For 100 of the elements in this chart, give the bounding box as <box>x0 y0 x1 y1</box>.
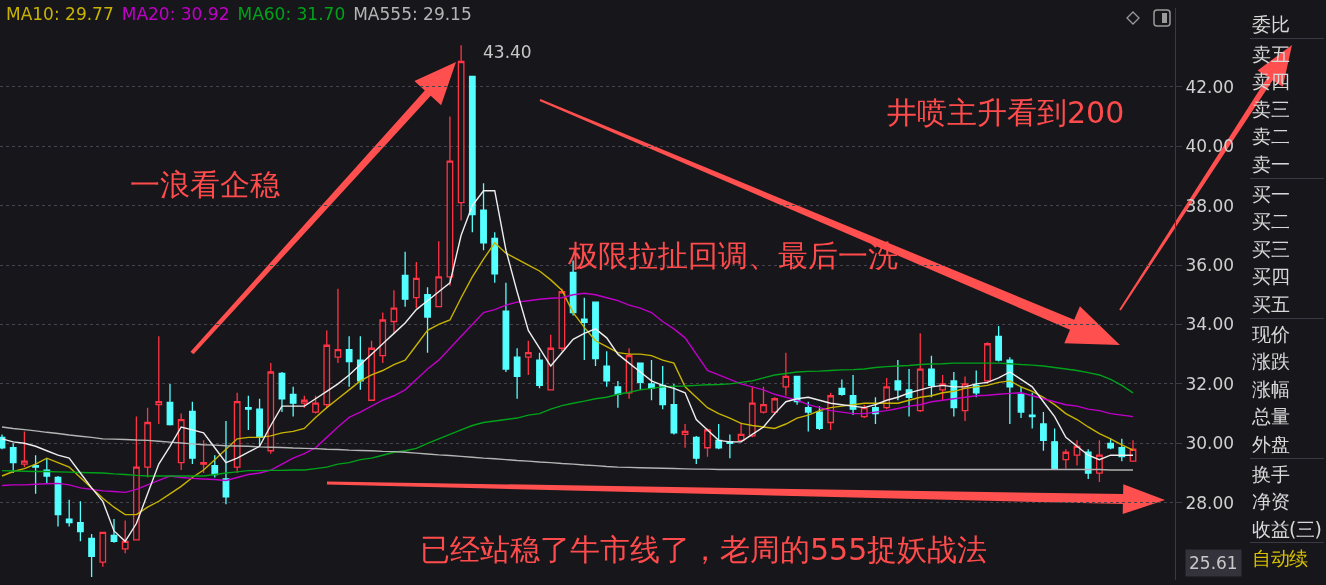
candlestick <box>939 374 947 401</box>
candlestick <box>278 371 286 413</box>
candlestick <box>289 386 297 418</box>
candlestick <box>715 423 723 450</box>
candlestick <box>760 386 767 415</box>
candlestick <box>21 430 28 468</box>
text: 卖一 <box>1252 152 1289 176</box>
candlestick <box>883 377 891 410</box>
candlestick <box>816 405 823 431</box>
candlestick <box>155 335 163 425</box>
y-tick-label: 32.00 <box>1185 373 1235 394</box>
y-tick-label: 30.00 <box>1185 433 1235 454</box>
candlestick <box>446 115 454 287</box>
text: 买五 <box>1252 292 1289 316</box>
candlestick <box>54 475 62 528</box>
text: MA10: 29.77 <box>6 4 114 24</box>
candlestick <box>435 240 443 308</box>
candlestick <box>222 420 230 505</box>
candlestick <box>737 421 745 443</box>
annotation: 一浪看企稳 <box>130 167 280 202</box>
candlestick <box>1062 448 1070 470</box>
text: 涨跌 <box>1252 349 1289 374</box>
candlestick <box>110 518 118 544</box>
candlestick <box>233 392 241 474</box>
y-tick-label: 42.00 <box>1185 76 1235 97</box>
candlestick <box>345 335 353 388</box>
candlestick <box>1073 439 1081 467</box>
text: 买四 <box>1252 264 1289 289</box>
line-series <box>1 362 1134 477</box>
candlestick <box>32 454 39 495</box>
candlestick <box>244 395 252 431</box>
text: 卖二 <box>1252 124 1289 149</box>
candlestick <box>984 341 991 385</box>
candlestick <box>121 519 129 554</box>
line-series <box>1 292 1134 494</box>
candlestick <box>133 415 140 541</box>
candlestick <box>334 288 342 364</box>
candlestick <box>592 301 599 367</box>
candlestick <box>670 383 678 436</box>
text: MA555: 29.15 <box>353 4 472 24</box>
candlestick <box>480 182 487 251</box>
text: MA20: 30.92 <box>121 4 230 24</box>
candlestick <box>771 396 779 416</box>
candlestick <box>200 439 207 474</box>
text: 卖三 <box>1252 96 1289 121</box>
candlestick <box>782 352 790 397</box>
candlestick <box>356 335 364 391</box>
candlestick <box>256 398 263 447</box>
candlestick <box>916 332 924 413</box>
line-series <box>1 426 1134 471</box>
candlestick <box>838 378 846 397</box>
candlestick <box>804 401 812 433</box>
candlestick <box>748 386 756 439</box>
text: 收益(三) <box>1252 516 1322 541</box>
candlestick <box>43 457 51 485</box>
candlestick <box>390 289 398 335</box>
candlestick <box>65 499 73 528</box>
text: MA60: 31.70 <box>237 4 346 24</box>
candlestick <box>177 412 185 471</box>
candlestick <box>636 362 644 391</box>
candlestick <box>379 311 387 364</box>
candlestick <box>659 365 667 410</box>
candlestick <box>188 401 196 465</box>
candlestick <box>323 329 331 409</box>
candlestick <box>368 340 375 401</box>
annotation: 井喷主升看到200 <box>887 95 1125 130</box>
text: 外盘 <box>1252 432 1289 456</box>
text: 25.61 <box>1189 553 1238 573</box>
candlestick <box>1051 427 1059 470</box>
text: 自动续 <box>1252 546 1308 571</box>
text: 买三 <box>1252 236 1289 261</box>
candlestick <box>513 347 521 400</box>
candlestick <box>894 359 902 401</box>
y-tick-label: 34.00 <box>1185 314 1235 335</box>
y-tick-label: 36.00 <box>1185 254 1235 275</box>
candlestick <box>468 75 476 233</box>
candlestick <box>312 395 319 415</box>
candlestick <box>580 297 588 361</box>
candlestick <box>9 442 17 474</box>
y-tick-label: 28.00 <box>1185 492 1235 513</box>
candlestick <box>491 231 499 284</box>
candlestick <box>77 500 84 543</box>
candlestick <box>401 251 409 308</box>
candlestick <box>412 261 420 309</box>
candlestick <box>1129 439 1137 462</box>
candlestick <box>681 423 689 449</box>
candlestick <box>614 380 622 409</box>
candlestick <box>211 454 219 479</box>
candlestick <box>88 533 95 578</box>
candlestick <box>166 383 174 427</box>
candlestick <box>267 362 275 455</box>
candlestick <box>424 286 431 354</box>
text: 委比 <box>1252 12 1289 36</box>
candlestick <box>1040 411 1047 452</box>
candlestick <box>1017 386 1025 419</box>
text: 买二 <box>1252 209 1289 234</box>
line-series <box>1 242 1134 516</box>
candlestick <box>1028 392 1036 430</box>
candlestick <box>457 44 465 222</box>
candlestick <box>536 352 543 389</box>
